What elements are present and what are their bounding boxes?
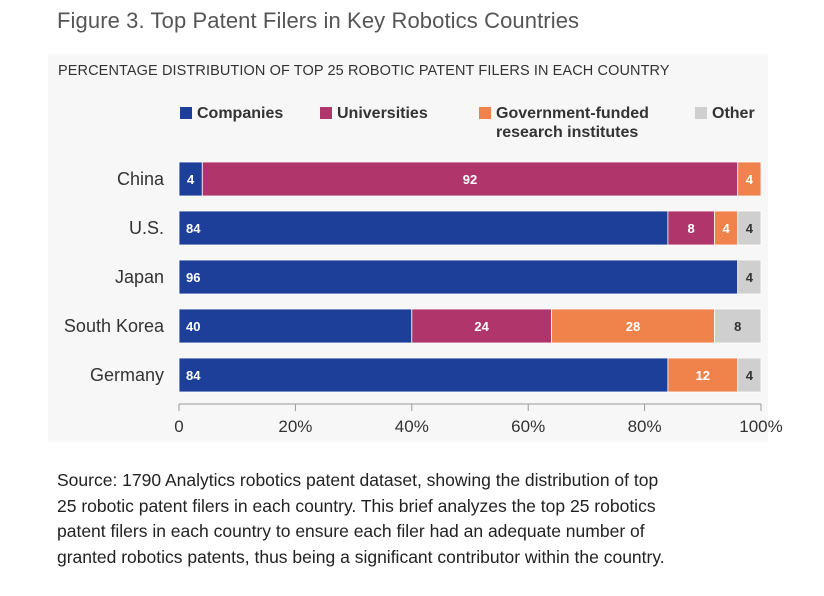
bar-china-government-funded-research-institutes [737, 161, 762, 197]
bar-u-s-companies [178, 210, 669, 246]
category-label-japan: Japan [115, 267, 164, 287]
data-label-china-universities: 92 [463, 172, 477, 187]
legend-swatch-universities [320, 107, 332, 119]
bar-south-korea-government-funded-research-institutes [551, 308, 715, 344]
data-label-japan-companies: 96 [186, 270, 200, 285]
x-tick-label-3: 60% [511, 417, 545, 436]
source-line-2: 25 robotic patent filers in each country… [57, 495, 656, 516]
bar-japan-other [737, 259, 762, 295]
bar-germany-companies [178, 357, 669, 393]
data-label-u-s-other: 4 [746, 221, 754, 236]
bar-japan-companies [178, 259, 739, 295]
source-line-4: granted robotics patents, thus being a s… [57, 546, 665, 567]
bar-south-korea-other [714, 308, 762, 344]
legend-label-government-line1: Government-funded [496, 105, 649, 122]
x-tick-label-4: 80% [628, 417, 662, 436]
legend-swatch-companies [180, 107, 192, 119]
category-label-south-korea: South Korea [64, 316, 165, 336]
data-label-south-korea-government-funded-research-institutes: 28 [626, 319, 640, 334]
bar-china-universities [201, 161, 739, 197]
data-label-u-s-universities: 8 [688, 221, 695, 236]
legend-label-universities: Universities [337, 105, 428, 122]
legend-label-government-line2: research institutes [496, 124, 639, 141]
source-line-3: patent filers in each country to ensure … [57, 521, 645, 541]
legend-label-companies: Companies [197, 105, 284, 122]
figure-title: Figure 3. Top Patent Filers in Key Robot… [57, 8, 580, 33]
data-label-china-government-funded-research-institutes: 4 [746, 172, 754, 187]
data-label-germany-government-funded-research-institutes: 12 [696, 368, 710, 383]
chart-title: PERCENTAGE DISTRIBUTION OF TOP 25 ROBOTI… [58, 63, 670, 79]
category-label-u-s: U.S. [129, 218, 164, 238]
data-label-u-s-government-funded-research-institutes: 4 [722, 221, 730, 236]
data-label-germany-other: 4 [746, 368, 754, 383]
source-note: Source: 1790 Analytics robotics patent d… [57, 468, 777, 570]
legend-swatch-other [695, 107, 707, 119]
bar-south-korea-companies [178, 308, 413, 344]
x-tick-label-0: 0 [174, 417, 183, 436]
bar-u-s-other [737, 210, 762, 246]
data-label-china-companies: 4 [187, 172, 195, 187]
source-line-1: Source: 1790 Analytics robotics patent d… [57, 470, 659, 490]
category-label-china: China [117, 169, 165, 189]
legend-label-other: Other [712, 105, 755, 122]
bar-germany-government-funded-research-institutes [667, 357, 739, 393]
x-tick-label-1: 20% [278, 417, 312, 436]
data-label-japan-other: 4 [746, 270, 754, 285]
legend-swatch-government [479, 107, 491, 119]
data-label-south-korea-other: 8 [734, 319, 741, 334]
data-label-south-korea-companies: 40 [186, 319, 200, 334]
bar-germany-other [737, 357, 762, 393]
x-tick-label-2: 40% [395, 417, 429, 436]
data-label-u-s-companies: 84 [186, 221, 201, 236]
data-label-south-korea-universities: 24 [474, 319, 489, 334]
data-label-germany-companies: 84 [186, 368, 201, 383]
category-label-germany: Germany [90, 365, 164, 385]
bar-south-korea-universities [411, 308, 552, 344]
legend-label-government: Government-funded research institutes [496, 104, 649, 142]
x-tick-label-5: 100% [739, 417, 782, 436]
